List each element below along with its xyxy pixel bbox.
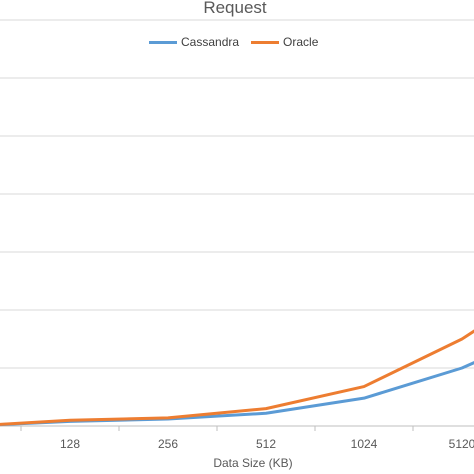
x-tick-label-128: 128 <box>60 437 80 451</box>
legend-swatch-cassandra <box>149 40 177 44</box>
legend-swatch-oracle <box>251 40 280 44</box>
x-tick-label-1024: 1024 <box>351 437 378 451</box>
legend-label-oracle: Oracle <box>283 35 319 49</box>
x-tick-label-512: 512 <box>256 437 276 451</box>
legend-item-oracle: Oracle <box>251 35 318 49</box>
legend-item-cassandra: Cassandra <box>149 35 239 49</box>
series-line-oracle <box>0 329 474 426</box>
legend: Cassandra Oracle <box>149 34 330 50</box>
x-tick-label-256: 256 <box>158 437 178 451</box>
x-axis-title: Data Size (KB) <box>213 456 293 470</box>
x-tick-label-5120: 5120 <box>449 437 474 451</box>
legend-label-cassandra: Cassandra <box>181 35 240 49</box>
chart-title: Request <box>203 0 267 17</box>
